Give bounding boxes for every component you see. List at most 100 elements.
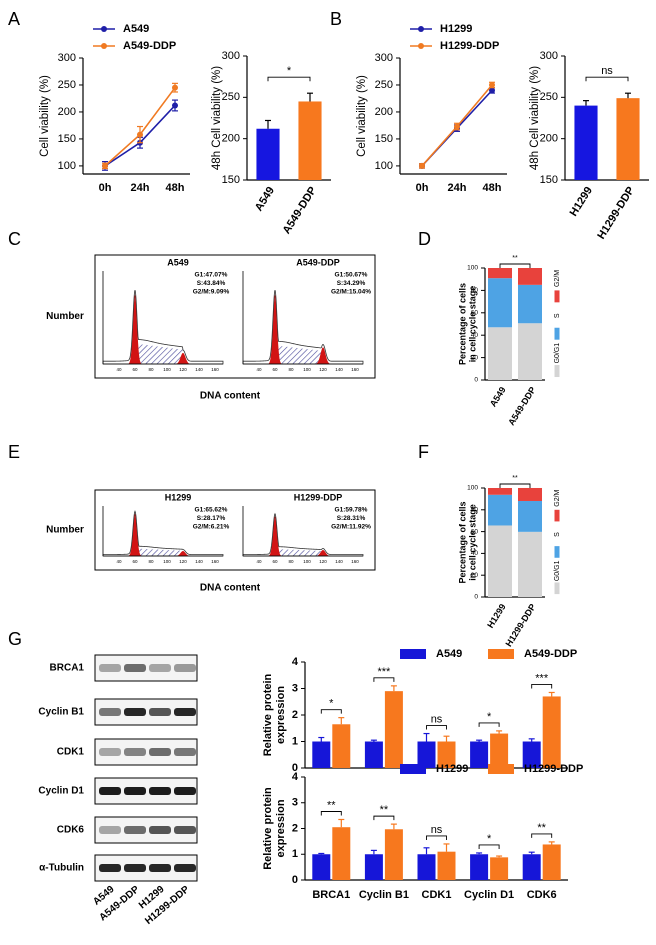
- y-axis-label: expression: [275, 686, 287, 744]
- data-point: [419, 162, 425, 169]
- y-tick-label: 300: [222, 50, 240, 62]
- significance-bracket: [499, 483, 531, 488]
- bar: [384, 829, 403, 880]
- legend-swatch: [554, 327, 560, 340]
- y-axis-label: Percentage of cells: [457, 283, 467, 365]
- bar: [298, 101, 322, 180]
- x-tick-label: 0h: [416, 182, 429, 194]
- bar: [574, 105, 598, 180]
- x-tick-label: A549-DDP: [506, 385, 538, 427]
- legend-swatch: [488, 764, 514, 774]
- blot-protein-label: CDK6: [57, 825, 85, 836]
- flow-tick-label: 80: [148, 367, 154, 372]
- significance-bracket: [478, 722, 500, 727]
- flow-tick-label: 40: [256, 559, 262, 564]
- y-tick-label: 100: [58, 160, 76, 172]
- flow-g1-peak: [243, 294, 363, 364]
- error-bar: [423, 847, 430, 855]
- y-tick-label: 250: [375, 79, 393, 91]
- y-tick-label: 250: [222, 91, 240, 103]
- flow-s-phase: [243, 549, 363, 556]
- legend-label: S: [554, 532, 561, 537]
- flow-stat: G2/M:6.21%: [193, 524, 230, 531]
- y-tick-label: 250: [540, 91, 558, 103]
- flow-tick-label: 160: [351, 559, 359, 564]
- flow-tick-label: 100: [163, 367, 171, 372]
- flow-tick-label: 120: [319, 559, 327, 564]
- error-bar: [496, 730, 503, 734]
- error-bar: [443, 843, 450, 852]
- flow-tick-label: 60: [132, 367, 138, 372]
- flow-tick-label: 80: [288, 367, 294, 372]
- legend-swatch: [554, 365, 560, 378]
- data-point: [454, 123, 460, 130]
- flow-frame: [94, 489, 376, 571]
- flow-stat: S:28.31%: [337, 515, 366, 522]
- y-tick-label: 200: [222, 133, 240, 145]
- panel-label: A: [8, 9, 20, 29]
- flow-s-phase: [103, 343, 223, 364]
- legend-marker: [101, 26, 107, 32]
- flow-tick-label: 160: [351, 367, 359, 372]
- legend-label: A549: [123, 23, 149, 35]
- y-tick-label: 0: [474, 594, 478, 601]
- error-bar: [370, 739, 377, 742]
- flow-tick-label: 40: [256, 367, 262, 372]
- x-tick-label: 48h: [483, 182, 502, 194]
- flow-tick-label: 160: [211, 559, 219, 564]
- error-bar: [528, 851, 535, 855]
- bar: [522, 854, 541, 880]
- bar: [542, 844, 561, 880]
- error-bar: [548, 691, 555, 697]
- y-tick-label: 1: [292, 848, 298, 860]
- blot-band: [149, 664, 171, 672]
- legend-swatch: [400, 764, 426, 774]
- blot-band: [174, 864, 196, 872]
- bar: [332, 724, 351, 768]
- blot-protein-label: BRCA1: [50, 663, 85, 674]
- x-tick-label: 0h: [99, 182, 112, 194]
- legend-label: A549-DDP: [524, 648, 577, 660]
- flow-s-phase: [243, 345, 363, 364]
- data-point: [489, 81, 495, 88]
- x-tick-label: CDK6: [527, 889, 557, 901]
- blot-band: [174, 664, 196, 672]
- flow-stat: G1:50.67%: [335, 272, 368, 279]
- data-point: [137, 131, 143, 138]
- flow-title: H1299: [165, 492, 192, 502]
- x-tick-label: H1299-DDP: [595, 185, 637, 242]
- significance-label: ns: [431, 713, 443, 725]
- y-tick-label: 250: [58, 79, 76, 91]
- flow-tick-label: 40: [116, 367, 122, 372]
- flow-tick-label: 140: [195, 559, 203, 564]
- y-tick-label: 4: [292, 656, 299, 668]
- significance-label: **: [512, 475, 518, 482]
- bar: [256, 128, 280, 180]
- legend-label: G2/M: [554, 270, 561, 287]
- panel-label: C: [8, 229, 21, 249]
- blot-band: [99, 826, 121, 834]
- y-tick-label: 1: [292, 735, 298, 747]
- blot-protein-label: CDK1: [57, 747, 85, 758]
- significance-bracket: [373, 677, 395, 682]
- flow-outline: [102, 290, 224, 365]
- bar-segment: [488, 278, 512, 328]
- flow-tick-label: 60: [272, 559, 278, 564]
- error-bar: [625, 92, 631, 99]
- bar: [522, 741, 541, 768]
- significance-bracket: [426, 835, 447, 840]
- y-tick-label: 200: [540, 133, 558, 145]
- flow-frame: [94, 254, 376, 379]
- bar: [470, 854, 489, 880]
- flow-tick-label: 60: [272, 367, 278, 372]
- blot-band: [99, 748, 121, 756]
- significance-bracket: [426, 725, 447, 730]
- significance-label: ns: [601, 65, 613, 77]
- significance-label: ns: [431, 824, 443, 836]
- y-tick-label: 20: [471, 572, 479, 579]
- bar: [490, 733, 509, 768]
- blot-band: [99, 787, 121, 795]
- x-tick-label: A549: [253, 185, 277, 214]
- legend-label: G2/M: [554, 489, 561, 506]
- bar: [312, 741, 331, 768]
